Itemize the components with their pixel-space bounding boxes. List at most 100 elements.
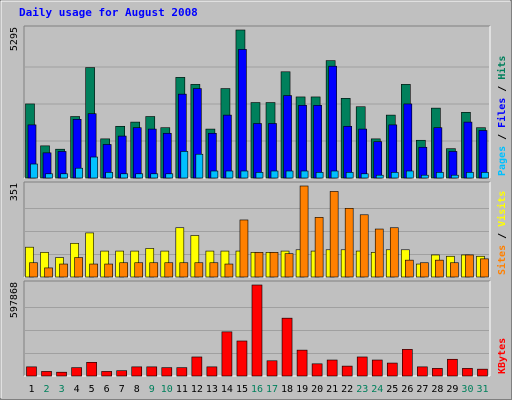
pages-bar — [150, 173, 159, 179]
x-tick-label: 2 — [44, 384, 50, 395]
x-tick-label: 30 — [461, 384, 473, 395]
pages-bar — [165, 173, 174, 179]
kbytes-bar — [236, 340, 248, 377]
pages-bar — [466, 172, 474, 179]
pages-bar — [345, 172, 354, 179]
pages-bar — [60, 173, 68, 179]
sites-bar — [359, 214, 369, 278]
pages-bar — [406, 170, 414, 179]
files-bar — [162, 132, 172, 179]
sites-bar — [344, 207, 354, 278]
files-bar — [132, 127, 142, 179]
pages-bar — [315, 172, 324, 179]
pages-bar — [45, 173, 53, 179]
x-tick-label: 20 — [311, 384, 323, 395]
sites-bar — [74, 257, 83, 278]
x-tick-label: 25 — [386, 384, 398, 395]
kbytes-bar — [176, 367, 188, 377]
kbytes-bar — [221, 331, 233, 377]
x-tick-label: 28 — [431, 384, 443, 395]
files-bar — [313, 105, 322, 179]
kbytes-bar — [56, 371, 67, 377]
legend-pages: Pages — [497, 146, 508, 176]
kbytes-bar — [206, 366, 218, 377]
sites-bar — [269, 252, 279, 278]
legend-separator: / — [497, 128, 508, 146]
sites-bar — [194, 262, 204, 278]
x-tick-label: 29 — [446, 384, 458, 395]
kbytes-bar — [191, 356, 203, 377]
chart-title: Daily usage for August 2008 — [19, 6, 198, 19]
kbytes-bar — [161, 367, 173, 377]
pages-bar — [330, 170, 339, 179]
files-bar — [223, 114, 232, 179]
sites-bar — [179, 262, 189, 278]
x-tick-label: 31 — [476, 384, 488, 395]
kbytes-bar — [341, 365, 353, 377]
x-tick-label: 7 — [119, 384, 125, 395]
x-tick-label: 23 — [356, 384, 368, 395]
x-tick-label: 14 — [221, 384, 233, 395]
sites-bar — [119, 262, 128, 278]
chart-marks — [25, 29, 489, 377]
files-bar — [433, 127, 443, 179]
legend-hits: Hits — [496, 56, 508, 80]
kbytes-bar — [71, 367, 82, 377]
sites-bar — [134, 262, 144, 278]
kbytes-bar — [417, 366, 428, 377]
kbytes-bar — [116, 370, 127, 377]
sites-bar — [59, 263, 68, 278]
sites-bar — [465, 254, 474, 278]
legend-separator: / — [497, 80, 508, 98]
sites-bar — [44, 267, 53, 278]
x-tick-label: 22 — [341, 384, 353, 395]
x-tick-label: 15 — [236, 384, 248, 395]
kbytes-bar — [402, 349, 413, 377]
pages-bar — [285, 170, 294, 179]
kbytes-bar — [462, 368, 473, 377]
legend-hits-files-pages: Pages / Files / Hits — [496, 56, 508, 176]
sites-bar — [329, 191, 339, 278]
kbytes-bar — [146, 366, 158, 377]
pages-bar — [180, 151, 189, 179]
pages-bar — [360, 173, 369, 179]
sites-bar — [389, 227, 399, 278]
sites-bar — [284, 253, 294, 278]
files-bar — [403, 103, 413, 179]
x-tick-label: 13 — [206, 384, 218, 395]
files-bar — [298, 105, 307, 179]
files-bar — [478, 130, 488, 179]
x-tick-label: 24 — [371, 384, 383, 395]
legend-kbytes: KBytes — [497, 338, 508, 374]
x-tick-label: 10 — [161, 384, 173, 395]
legend-sites: Sites — [496, 245, 508, 275]
pages-bar — [195, 153, 204, 179]
kbytes-bar — [131, 366, 143, 377]
pages-bar — [451, 174, 459, 179]
x-tick-label: 18 — [281, 384, 293, 395]
sites-bar — [314, 217, 324, 278]
files-bar — [147, 128, 157, 179]
legend-visits-sites: Sites / Visits — [496, 191, 508, 275]
sites-bar — [254, 252, 264, 278]
pages-bar — [75, 167, 83, 179]
pages-bar — [375, 174, 384, 179]
legend-visits: Visits — [496, 191, 508, 227]
x-tick-label: 12 — [191, 384, 203, 395]
y-max-label: 5295 — [9, 27, 20, 51]
pages-bar — [120, 173, 128, 179]
kbytes-bar — [326, 359, 338, 377]
files-bar — [343, 125, 352, 179]
kbytes-bar — [311, 363, 323, 377]
kbytes-bar — [356, 356, 368, 377]
x-tick-label: 8 — [134, 384, 140, 395]
pages-bar — [436, 172, 444, 179]
x-tick-label: 16 — [251, 384, 263, 395]
legend-kbytes: KBytes — [497, 338, 508, 374]
pages-bar — [300, 170, 309, 179]
sites-bar — [299, 185, 309, 278]
sites-bar — [450, 262, 459, 278]
pages-bar — [105, 172, 113, 179]
sites-bar — [104, 263, 113, 278]
